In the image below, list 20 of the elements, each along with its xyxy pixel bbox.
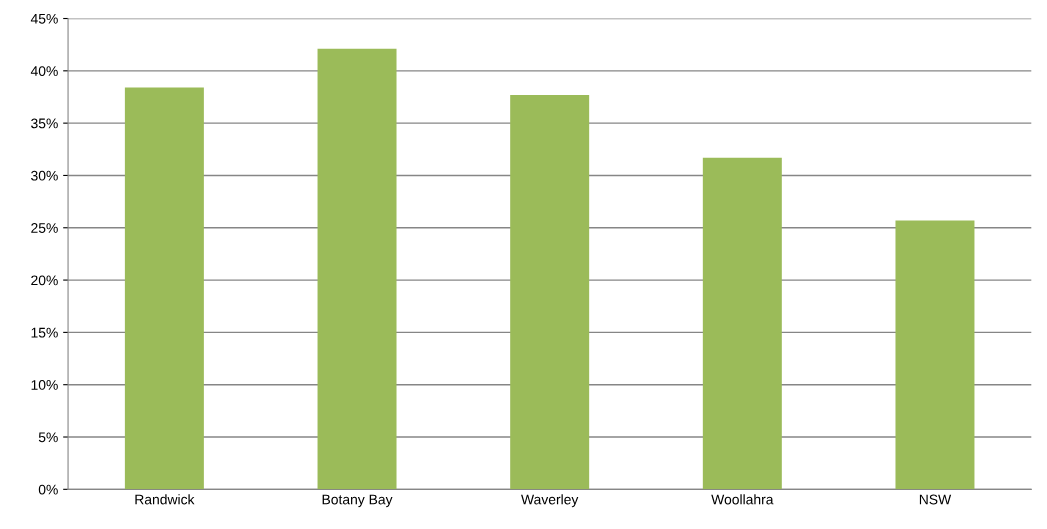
x-tick-label: Botany Bay	[322, 494, 393, 508]
x-tick-label: Waverley	[521, 494, 579, 508]
bar	[895, 220, 975, 490]
y-tick-label: 40%	[30, 66, 58, 76]
y-tick-label: 30%	[31, 170, 58, 181]
y-tick-label: 0%	[38, 484, 58, 495]
x-tick-label: NSW	[919, 494, 952, 505]
bar	[702, 157, 782, 490]
y-tick-label: 20%	[31, 275, 58, 286]
bar	[317, 48, 397, 490]
x-tick-label: Randwick	[135, 494, 195, 505]
y-tick-label: 5%	[38, 432, 58, 443]
bar	[124, 87, 204, 490]
y-tick-label: 45%	[30, 13, 58, 24]
y-tick-label: 10%	[31, 380, 58, 390]
y-tick-label: 25%	[31, 223, 58, 233]
bar	[510, 94, 590, 490]
x-tick-label: Woollahra	[711, 494, 774, 505]
y-tick-label: 35%	[31, 118, 58, 129]
y-tick-label: 15%	[31, 327, 58, 338]
